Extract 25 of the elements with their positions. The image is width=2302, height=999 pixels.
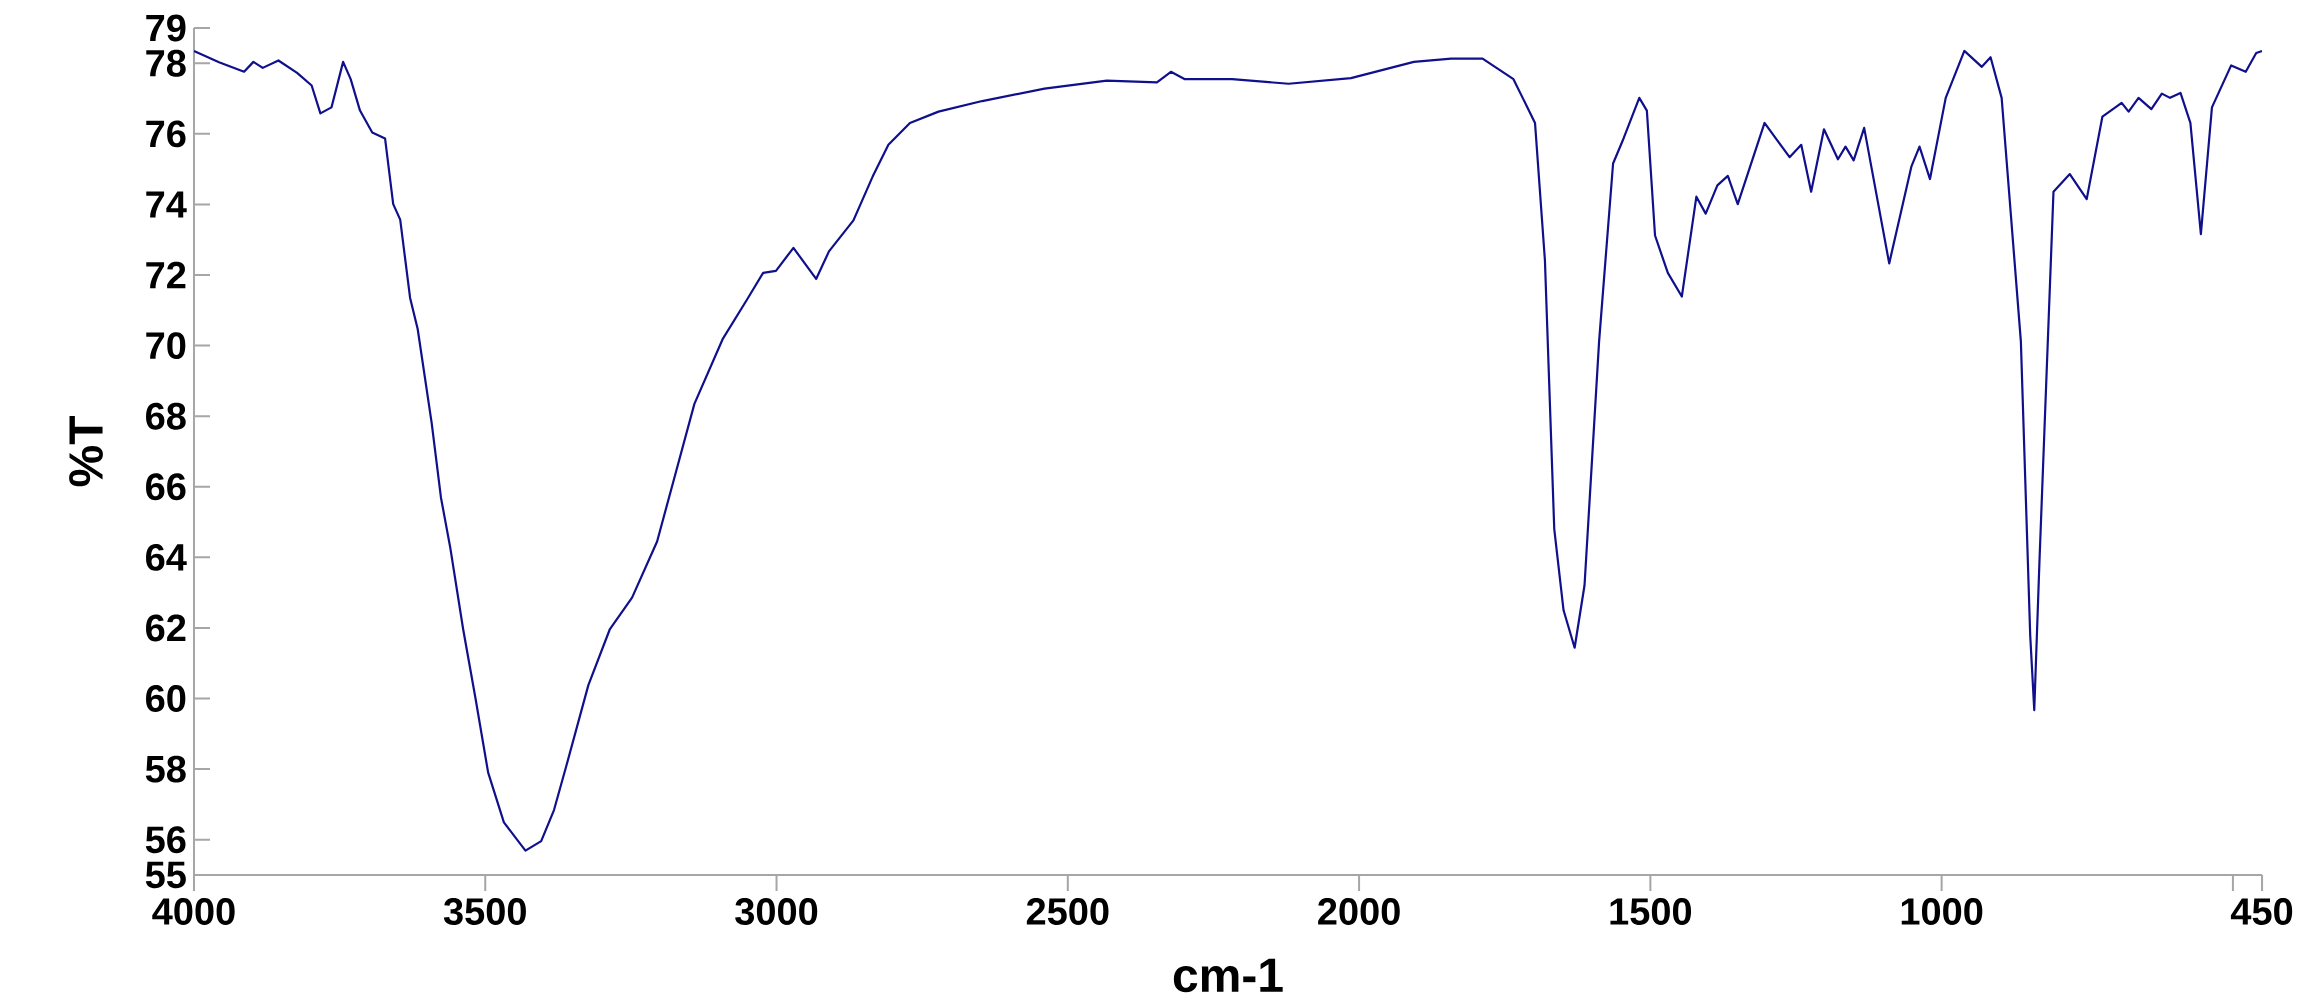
y-tick-label: 70: [146, 332, 186, 360]
y-axis-title: %T: [69, 416, 103, 487]
line-series: [193, 49, 2263, 852]
x-tick-label: 2500: [1026, 898, 1109, 926]
x-tick-label: 1000: [1901, 898, 1983, 926]
x-tick-label: 3500: [443, 898, 526, 926]
y-tick-label: 68: [146, 402, 186, 430]
x-tick-label: 3000: [735, 898, 818, 926]
x-tick-label: 4000: [152, 898, 235, 926]
y-tick-label: 66: [146, 473, 186, 501]
y-tick-label: 74: [146, 191, 187, 218]
y-tick-label: 64: [146, 543, 187, 571]
y-tick-label: 58: [145, 755, 186, 783]
x-tick-label: 450: [2230, 898, 2293, 926]
x-axis-title: cm-1: [1173, 958, 1283, 993]
x-tick-label: 2000: [1318, 898, 1400, 926]
y-tick-label: 72: [146, 261, 186, 289]
y-tick-label: 62: [146, 614, 186, 642]
y-tick-label: 78: [146, 49, 186, 77]
y-tick-label: 76: [146, 120, 186, 148]
x-tick-label: 1500: [1610, 898, 1692, 926]
y-tick-label: 56: [145, 826, 186, 854]
y-tick-label: 60: [146, 685, 186, 713]
y-tick-label: 55: [145, 861, 186, 889]
y-tick-label: 79: [146, 14, 186, 42]
